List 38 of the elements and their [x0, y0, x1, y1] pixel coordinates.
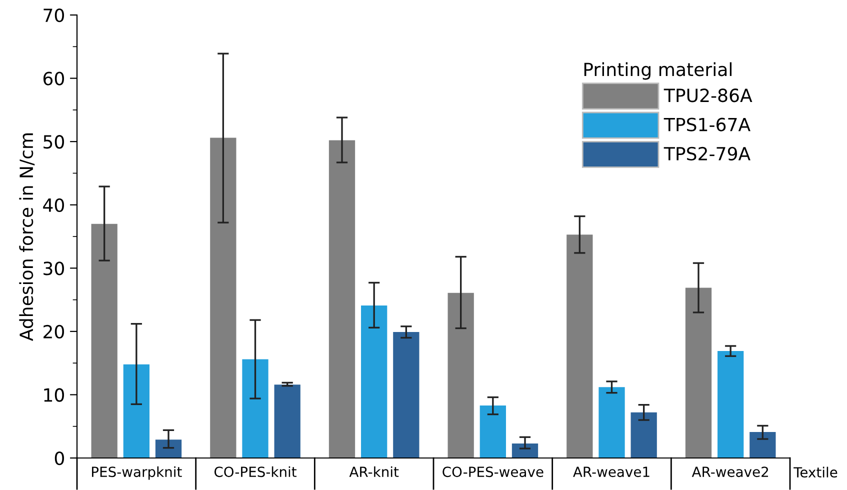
y-tick-label: 10 — [44, 388, 64, 402]
x-tick-label: CO-PES-knit — [214, 466, 296, 478]
bar — [566, 234, 593, 458]
bar — [210, 138, 236, 458]
bar — [512, 443, 538, 458]
legend-label: TPU2-86A — [664, 88, 752, 102]
bar — [242, 359, 268, 458]
bar — [685, 288, 712, 458]
y-tick-label: 60 — [43, 72, 64, 86]
y-tick-label: 50 — [44, 135, 64, 149]
y-tick-label: 70 — [44, 8, 64, 22]
bar — [630, 412, 657, 458]
x-tick-label: AR-weave1 — [573, 466, 650, 478]
x-tick-label: AR-weave2 — [692, 466, 768, 478]
x-tick-label: AR-knit — [349, 466, 399, 477]
legend-title: Printing material — [584, 62, 732, 80]
y-tick-label: 0 — [54, 451, 64, 466]
bar — [155, 440, 182, 458]
x-tick-label: PES-warpknit — [92, 466, 182, 480]
bar — [91, 224, 118, 458]
x-axis-title: Textile — [794, 466, 838, 478]
bar — [361, 305, 388, 458]
bar — [274, 384, 300, 458]
y-tick-label: 30 — [44, 262, 64, 276]
bar — [448, 292, 474, 458]
bar — [750, 432, 776, 458]
legend-label: TPS1-67A — [664, 118, 750, 132]
bar — [598, 387, 625, 458]
x-tick-label: CO-PES-weave — [442, 466, 544, 478]
y-tick-label: 20 — [44, 324, 64, 339]
bar — [328, 140, 356, 458]
bar — [480, 405, 506, 458]
bar — [393, 332, 420, 458]
bar — [123, 364, 150, 458]
y-tick-label: 40 — [43, 198, 64, 212]
bar — [718, 351, 744, 458]
y-axis-title: Adhesion force in N/cm — [19, 133, 35, 341]
legend-label: TPS2-79A — [664, 146, 750, 161]
